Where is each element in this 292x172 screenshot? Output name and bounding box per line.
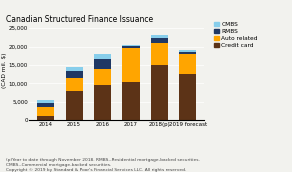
Bar <box>122 45 140 46</box>
Y-axis label: (CAD mil. $): (CAD mil. $) <box>2 53 7 88</box>
Bar <box>122 48 140 82</box>
Text: (p)Year to date through November 2018. RMBS--Residential mortgage-backed securit: (p)Year to date through November 2018. R… <box>6 158 200 172</box>
Bar <box>179 52 197 54</box>
Legend: CMBS, RMBS, Auto related, Credit card: CMBS, RMBS, Auto related, Credit card <box>214 22 258 48</box>
Bar <box>122 82 140 120</box>
Bar <box>179 54 197 74</box>
Bar <box>66 67 83 71</box>
Bar <box>66 78 83 91</box>
Bar <box>94 54 111 60</box>
Bar <box>151 35 168 38</box>
Bar <box>37 103 54 107</box>
Bar <box>122 46 140 48</box>
Bar <box>151 65 168 120</box>
Bar <box>151 43 168 65</box>
Bar <box>151 38 168 43</box>
Text: Canadian Structured Finance Issuance: Canadian Structured Finance Issuance <box>6 15 153 24</box>
Bar <box>179 50 197 52</box>
Bar <box>37 107 54 116</box>
Bar <box>66 91 83 120</box>
Bar <box>179 74 197 120</box>
Bar <box>37 100 54 103</box>
Bar <box>94 69 111 85</box>
Bar <box>94 85 111 120</box>
Bar <box>94 60 111 69</box>
Bar <box>66 71 83 78</box>
Bar <box>37 116 54 120</box>
